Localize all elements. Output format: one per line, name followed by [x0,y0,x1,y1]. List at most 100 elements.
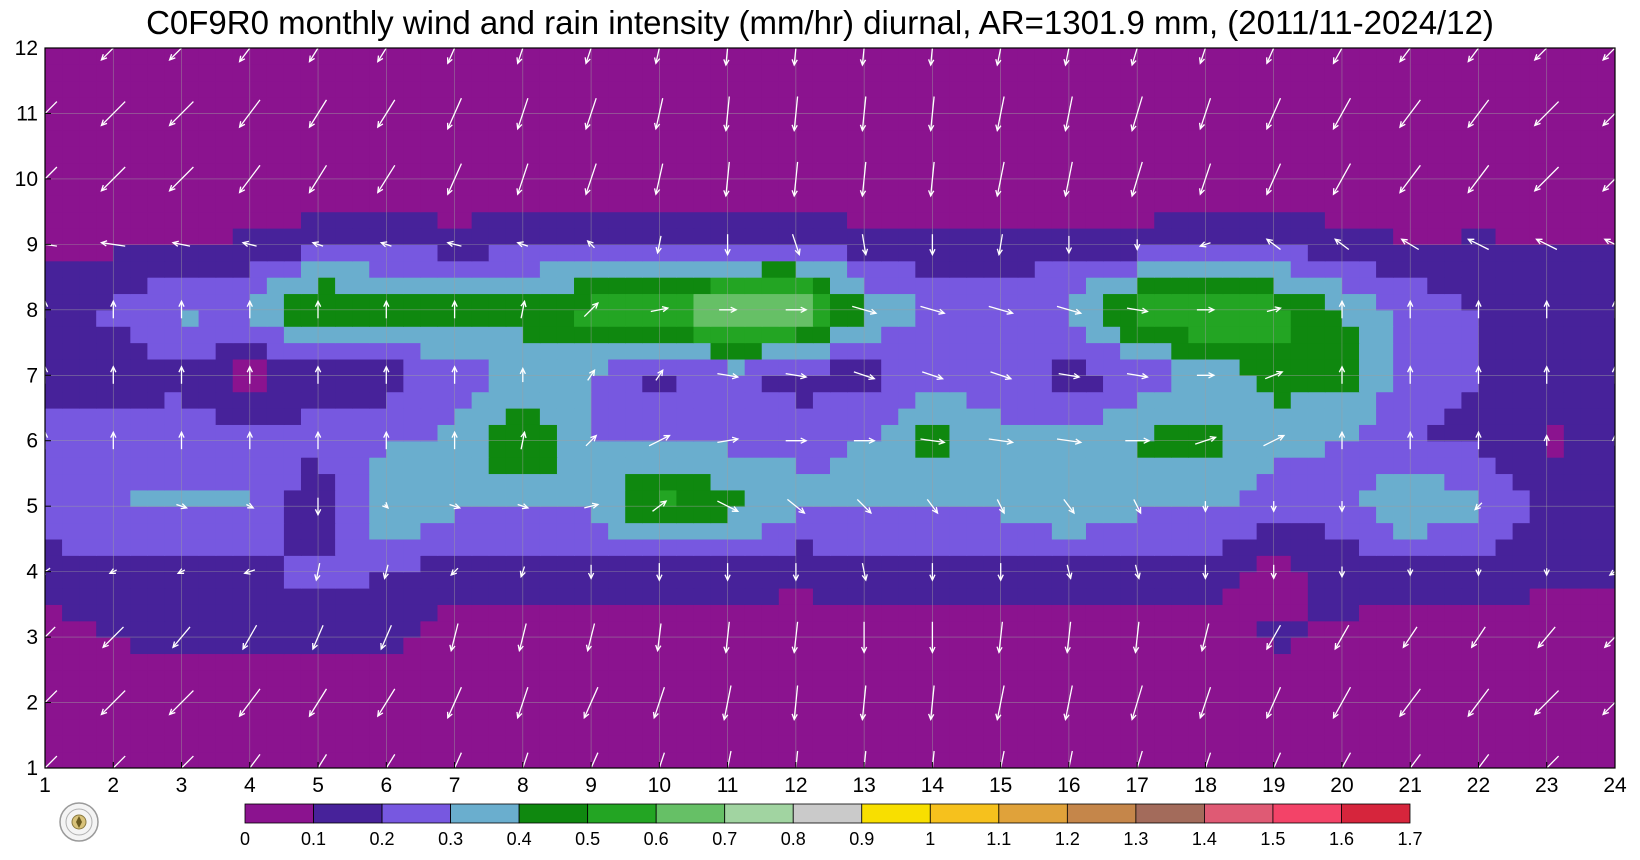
heatmap-cell [915,424,933,442]
heatmap-cell [1529,162,1548,180]
heatmap-cell [966,604,985,622]
heatmap-cell [318,457,336,475]
heatmap-cell [437,538,456,556]
heatmap-cell [1222,228,1241,245]
heatmap-cell [761,538,780,556]
heatmap-cell [864,637,882,655]
heatmap-cell [181,571,200,589]
heatmap-cell [1359,326,1377,344]
heatmap-cell [1154,113,1172,131]
heatmap-cell [318,309,336,327]
heatmap-cell [744,228,763,245]
heatmap-cell [574,162,592,180]
heatmap-cell [1239,260,1258,278]
heatmap-cell [1273,195,1292,213]
heatmap-cell [62,424,80,442]
heatmap-cell [198,309,217,327]
heatmap-cell [1597,571,1615,589]
heatmap-cell [1154,342,1172,360]
colorbar-swatch [655,803,726,824]
heatmap-cell [318,588,336,605]
heatmap-cell [1461,718,1480,736]
heatmap-cell [471,604,490,622]
heatmap-cell [198,702,217,720]
heatmap-cell [1222,178,1241,196]
heatmap-cell [556,326,575,344]
heatmap-cell [795,260,814,278]
heatmap-cell [283,129,302,147]
heatmap-cell [1017,538,1036,556]
heatmap-cell [403,162,422,180]
heatmap-cell [1051,669,1070,687]
heatmap-cell [591,473,609,491]
heatmap-cell [744,555,763,573]
heatmap-cell [1154,473,1172,491]
heatmap-cell [676,669,695,687]
heatmap-cell [522,424,541,442]
heatmap-cell [1120,244,1138,262]
heatmap-cell [608,702,626,720]
heatmap-cell [608,473,626,491]
heatmap-cell [659,538,678,556]
heatmap-cell [642,457,660,475]
wind-arrow [1063,48,1070,67]
heatmap-cell [1393,522,1411,540]
colorbar-swatch [313,803,383,824]
wind-arrow [652,500,668,512]
heatmap-cell [300,686,319,704]
heatmap-cell [352,555,370,573]
heatmap-cell [1017,260,1036,278]
heatmap-cell [1597,555,1615,573]
heatmap-cell [932,408,951,425]
heatmap-cell [676,277,695,295]
heatmap-cell [1171,457,1189,475]
heatmap-cell [1205,211,1224,229]
heatmap-cell [932,473,951,491]
heatmap-cell [881,702,899,720]
heatmap-cell [1222,64,1241,82]
heatmap-cell [659,293,678,311]
heatmap-cell [1512,129,1531,147]
heatmap-cell [1478,604,1497,622]
heatmap-cell [62,538,80,556]
heatmap-cell [949,424,968,442]
heatmap-cell [778,309,797,327]
heatmap-cell [864,244,882,262]
heatmap-cell [625,735,643,753]
heatmap-cell [1051,424,1070,442]
heatmap-cell [676,244,695,262]
heatmap-cell [915,588,933,605]
heatmap-cell [1017,735,1036,753]
heatmap-cell [318,653,336,671]
heatmap-cell [437,64,456,82]
heatmap-cell [659,97,678,115]
heatmap-cell [1256,97,1275,115]
heatmap-cell [1393,620,1411,638]
heatmap-cell [1324,244,1343,262]
heatmap-cell [1239,751,1258,768]
heatmap-cell [966,571,985,589]
heatmap-cell [181,326,200,344]
heatmap-cell [96,751,114,768]
heatmap-cell [79,260,97,278]
heatmap-cell [1256,309,1275,327]
wind-arrow [1467,164,1490,194]
colorbar-swatch [1066,803,1137,824]
heatmap-cell [812,48,831,65]
heatmap-cell [1256,277,1275,295]
heatmap-cell [454,97,473,115]
heatmap-cell [642,326,660,344]
heatmap-cell [1051,260,1070,278]
heatmap-cell [1529,391,1548,409]
heatmap-cell [556,408,575,425]
heatmap-cell [1000,293,1019,311]
heatmap-cell [744,735,763,753]
heatmap-cell [1359,506,1377,524]
heatmap-cell [181,538,200,556]
heatmap-cell [283,64,302,82]
wind-arrow [996,234,1004,257]
heatmap-cell [642,228,660,245]
heatmap-cell [318,375,336,393]
heatmap-cell [932,653,951,671]
heatmap-cell [1000,244,1019,262]
